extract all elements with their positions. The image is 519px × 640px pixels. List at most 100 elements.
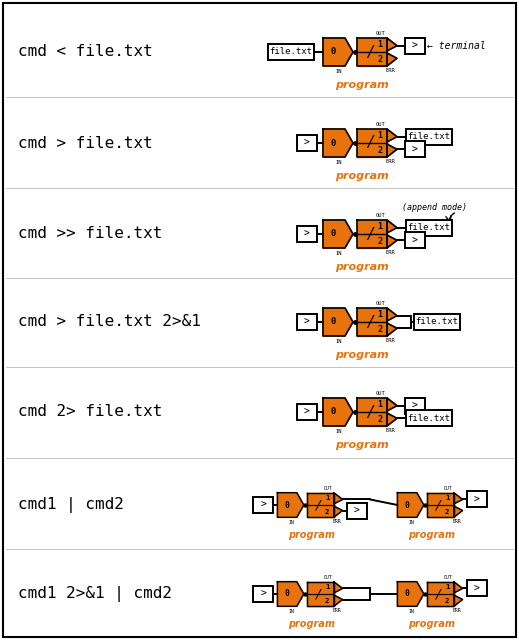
Text: program: program <box>288 619 335 628</box>
Text: >: > <box>261 500 266 510</box>
Bar <box>253 497 274 513</box>
Bar <box>253 586 274 602</box>
Polygon shape <box>387 308 397 321</box>
Text: /: / <box>367 314 372 330</box>
Bar <box>405 38 425 54</box>
Text: file.txt: file.txt <box>407 414 450 423</box>
Text: file.txt: file.txt <box>407 132 450 141</box>
Text: program: program <box>335 440 389 450</box>
Polygon shape <box>387 413 397 426</box>
Polygon shape <box>398 493 424 517</box>
Text: cmd < file.txt: cmd < file.txt <box>18 45 153 60</box>
Text: 0: 0 <box>331 317 336 326</box>
Polygon shape <box>334 582 343 593</box>
Text: ERR: ERR <box>385 68 395 73</box>
Text: 0: 0 <box>404 589 409 598</box>
Bar <box>414 314 460 330</box>
Polygon shape <box>278 493 304 517</box>
Text: /: / <box>367 136 372 150</box>
Text: OUT: OUT <box>376 391 385 396</box>
Text: 1: 1 <box>325 584 330 590</box>
Bar <box>268 44 314 60</box>
Text: file.txt: file.txt <box>416 317 458 326</box>
Polygon shape <box>357 220 387 248</box>
Text: 2: 2 <box>377 415 382 424</box>
Text: program: program <box>408 619 455 628</box>
Text: (append mode): (append mode) <box>402 203 467 212</box>
Polygon shape <box>323 398 353 426</box>
Text: /: / <box>367 45 372 60</box>
Text: 2: 2 <box>325 598 330 604</box>
Text: >: > <box>412 236 418 245</box>
Text: program: program <box>288 530 335 540</box>
Text: ERR: ERR <box>332 519 340 524</box>
Polygon shape <box>334 506 343 517</box>
Text: IN: IN <box>288 609 294 614</box>
Text: cmd1 | cmd2: cmd1 | cmd2 <box>18 497 124 513</box>
Polygon shape <box>387 129 397 142</box>
Text: program: program <box>335 171 389 181</box>
Text: IN: IN <box>335 160 342 165</box>
Text: program: program <box>408 530 455 540</box>
Polygon shape <box>454 582 462 593</box>
Polygon shape <box>454 506 462 517</box>
Text: >: > <box>304 317 310 327</box>
Polygon shape <box>398 582 424 606</box>
Bar <box>467 492 486 508</box>
Text: ERR: ERR <box>332 608 340 613</box>
Text: ERR: ERR <box>385 159 395 164</box>
Text: 2: 2 <box>325 509 330 515</box>
Bar <box>297 314 317 330</box>
Polygon shape <box>387 235 397 248</box>
Text: cmd > file.txt 2>&1: cmd > file.txt 2>&1 <box>18 314 201 330</box>
Text: 0: 0 <box>331 47 336 56</box>
Text: 2: 2 <box>377 147 382 156</box>
Bar <box>405 141 425 157</box>
Text: 2: 2 <box>445 509 449 515</box>
Text: OUT: OUT <box>376 301 385 306</box>
Text: /: / <box>316 588 321 600</box>
Text: cmd 2> file.txt: cmd 2> file.txt <box>18 404 162 419</box>
Bar <box>405 232 425 248</box>
Text: 0: 0 <box>331 138 336 147</box>
Polygon shape <box>387 398 397 411</box>
Polygon shape <box>427 493 454 517</box>
Text: OUT: OUT <box>324 575 332 580</box>
Text: IN: IN <box>335 429 342 434</box>
Text: 0: 0 <box>404 500 409 509</box>
Bar <box>405 397 425 413</box>
Text: IN: IN <box>408 609 414 614</box>
Polygon shape <box>454 595 462 606</box>
Bar <box>297 226 317 242</box>
Text: 0: 0 <box>284 589 289 598</box>
Text: file.txt: file.txt <box>269 47 312 56</box>
Text: cmd > file.txt: cmd > file.txt <box>18 136 153 150</box>
Text: >: > <box>304 138 310 148</box>
Text: 1: 1 <box>377 399 382 409</box>
Text: cmd >> file.txt: cmd >> file.txt <box>18 227 162 241</box>
Text: ← terminal: ← terminal <box>427 41 486 51</box>
Text: IN: IN <box>335 339 342 344</box>
Text: OUT: OUT <box>376 122 385 127</box>
Text: cmd1 2>&1 | cmd2: cmd1 2>&1 | cmd2 <box>18 586 172 602</box>
Text: 1: 1 <box>325 495 330 501</box>
Text: >: > <box>474 495 480 504</box>
Text: 1: 1 <box>377 221 382 230</box>
Polygon shape <box>307 493 334 517</box>
Text: 2: 2 <box>445 598 449 604</box>
Text: >: > <box>474 584 480 593</box>
Text: program: program <box>335 262 389 272</box>
Text: >: > <box>412 41 418 51</box>
Polygon shape <box>387 144 397 157</box>
Text: /: / <box>367 404 372 419</box>
Polygon shape <box>357 129 387 157</box>
Text: 1: 1 <box>377 40 382 49</box>
Text: OUT: OUT <box>324 486 332 491</box>
Text: 0: 0 <box>331 230 336 239</box>
Polygon shape <box>278 582 304 606</box>
Polygon shape <box>387 53 397 66</box>
Text: IN: IN <box>335 69 342 74</box>
Text: 1: 1 <box>377 131 382 140</box>
Polygon shape <box>323 220 353 248</box>
Text: /: / <box>316 499 321 511</box>
